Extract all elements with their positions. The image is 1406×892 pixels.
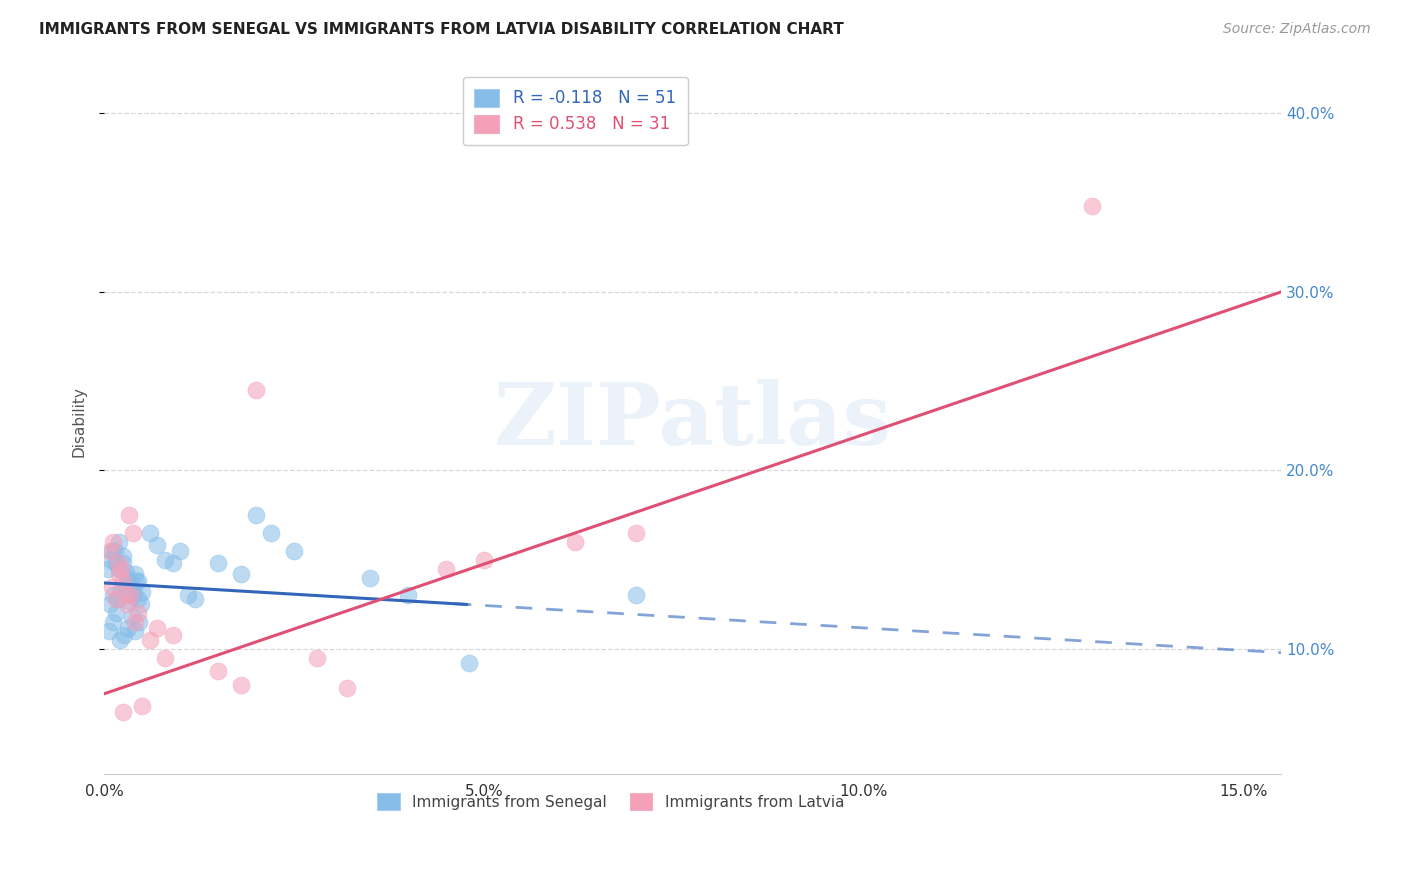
Point: [103, 535, 125, 549]
Point: [120, 574, 142, 589]
Point: [457, 657, 479, 671]
Point: [207, 557, 229, 571]
Point: [110, 633, 132, 648]
Point: [117, 508, 139, 522]
Point: [131, 699, 153, 714]
Point: [104, 592, 127, 607]
Point: [305, 651, 328, 665]
Point: [97, 624, 120, 639]
Point: [127, 592, 149, 607]
Point: [112, 549, 135, 564]
Point: [624, 525, 647, 540]
Point: [283, 544, 305, 558]
Point: [110, 583, 132, 598]
Point: [98, 598, 121, 612]
Point: [624, 589, 647, 603]
Point: [124, 615, 146, 630]
Point: [100, 553, 122, 567]
Point: [112, 574, 135, 589]
Point: [124, 624, 146, 639]
Point: [128, 615, 150, 630]
Point: [336, 681, 359, 696]
Point: [101, 580, 124, 594]
Point: [115, 566, 138, 580]
Point: [127, 607, 149, 621]
Point: [104, 544, 127, 558]
Point: [146, 621, 169, 635]
Point: [131, 585, 153, 599]
Point: [122, 585, 145, 599]
Point: [121, 610, 143, 624]
Point: [107, 535, 129, 549]
Point: [396, 589, 419, 603]
Point: [177, 589, 200, 603]
Point: [112, 628, 135, 642]
Point: [111, 557, 134, 571]
Legend: Immigrants from Senegal, Immigrants from Latvia: Immigrants from Senegal, Immigrants from…: [371, 787, 851, 816]
Text: Source: ZipAtlas.com: Source: ZipAtlas.com: [1223, 22, 1371, 37]
Point: [120, 589, 142, 603]
Point: [153, 651, 176, 665]
Text: IMMIGRANTS FROM SENEGAL VS IMMIGRANTS FROM LATVIA DISABILITY CORRELATION CHART: IMMIGRANTS FROM SENEGAL VS IMMIGRANTS FR…: [39, 22, 844, 37]
Text: ZIPatlas: ZIPatlas: [494, 379, 891, 463]
Point: [245, 508, 267, 522]
Point: [245, 383, 267, 397]
Point: [112, 705, 135, 719]
Point: [129, 598, 152, 612]
Point: [98, 544, 121, 558]
Point: [162, 557, 184, 571]
Point: [114, 578, 136, 592]
Point: [103, 589, 125, 603]
Point: [1080, 199, 1102, 213]
Point: [117, 621, 139, 635]
Point: [101, 615, 124, 630]
Point: [169, 544, 191, 558]
Point: [114, 589, 136, 603]
Point: [472, 553, 495, 567]
Y-axis label: Disability: Disability: [72, 386, 86, 457]
Point: [124, 567, 146, 582]
Point: [115, 571, 138, 585]
Point: [107, 557, 129, 571]
Point: [108, 562, 131, 576]
Point: [127, 574, 149, 589]
Point: [207, 664, 229, 678]
Point: [101, 544, 124, 558]
Point: [359, 571, 381, 585]
Point: [434, 562, 457, 576]
Point: [110, 562, 132, 576]
Point: [104, 557, 127, 571]
Point: [153, 553, 176, 567]
Point: [260, 525, 283, 540]
Point: [117, 594, 139, 608]
Point: [146, 539, 169, 553]
Point: [107, 592, 129, 607]
Point: [120, 580, 142, 594]
Point: [139, 525, 162, 540]
Point: [122, 525, 145, 540]
Point: [105, 607, 128, 621]
Point: [564, 535, 586, 549]
Point: [115, 598, 138, 612]
Point: [229, 678, 252, 692]
Point: [229, 567, 252, 582]
Point: [184, 592, 207, 607]
Point: [139, 633, 162, 648]
Point: [125, 574, 148, 589]
Point: [108, 567, 131, 582]
Point: [162, 628, 184, 642]
Point: [122, 589, 145, 603]
Point: [97, 562, 120, 576]
